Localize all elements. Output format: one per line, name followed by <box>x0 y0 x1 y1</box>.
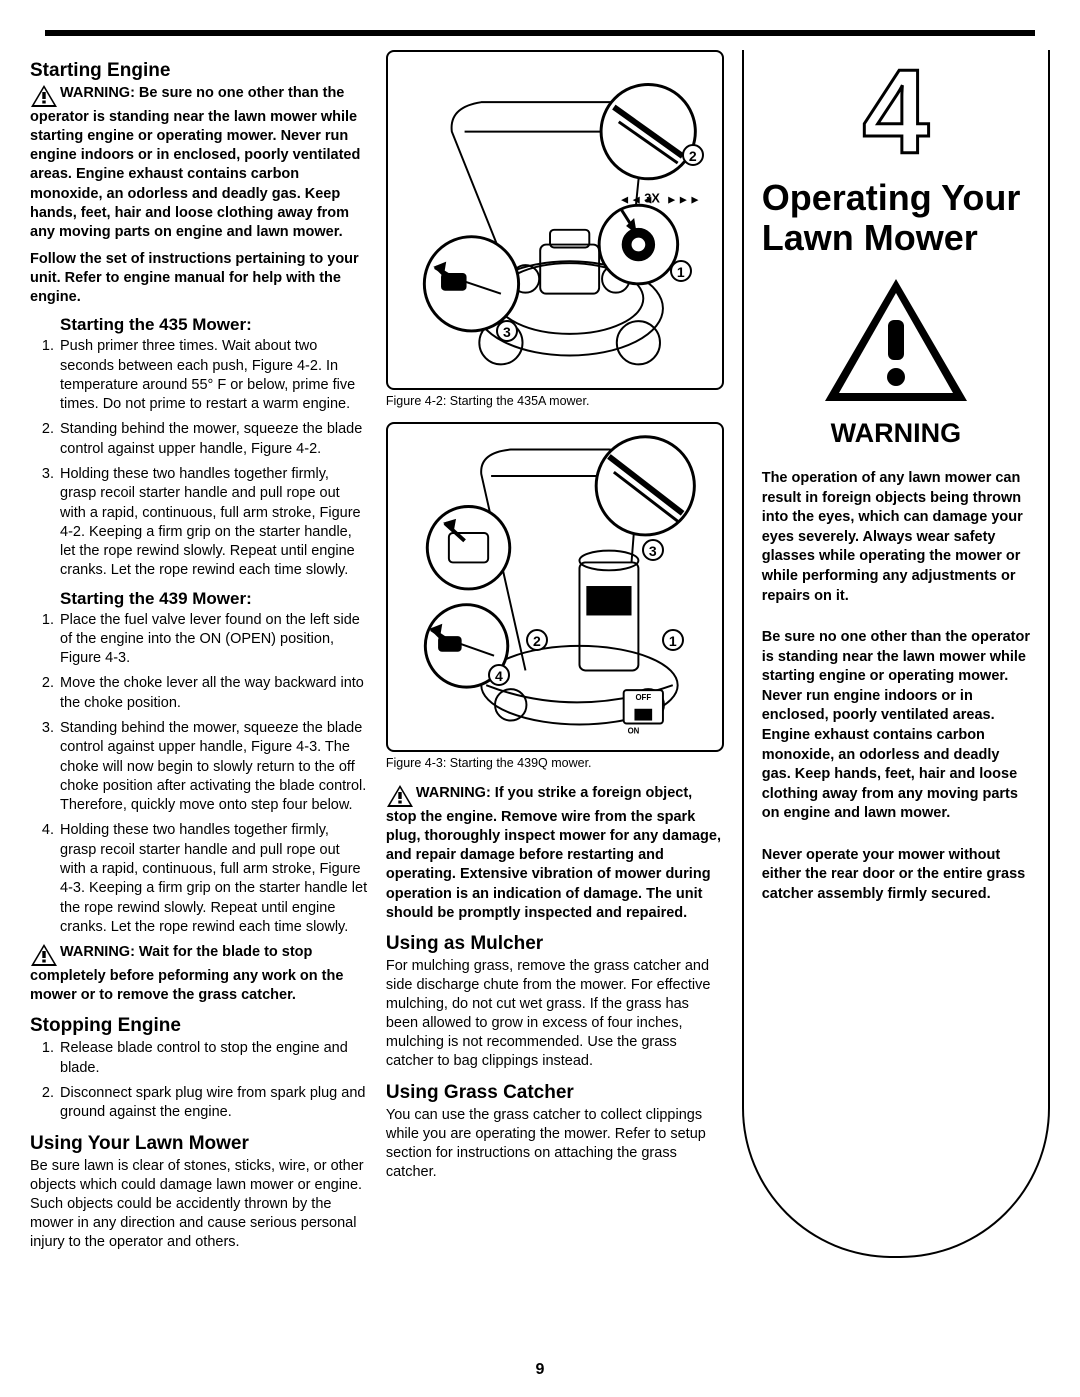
mower-439-illustration: OFF ON <box>388 424 722 750</box>
page-number: 9 <box>0 1361 1080 1379</box>
heading-439: Starting the 439 Mower: <box>30 589 368 609</box>
step-stop-2: Disconnect spark plug wire from spark pl… <box>58 1084 368 1123</box>
warning-block-1: WARNING: Be sure no one other than the o… <box>30 84 368 242</box>
step-435-2: Standing behind the mower, squeeze the b… <box>58 420 368 459</box>
figure-4-2: ◄◄◄ ►►► 3X 2 1 3 <box>386 50 724 390</box>
instruction-note: Follow the set of instructions pertainin… <box>30 250 368 307</box>
step-435-1: Push primer three times. Wait about two … <box>58 337 368 414</box>
mulcher-text: For mulching grass, remove the grass cat… <box>386 957 724 1072</box>
warning-1-text: WARNING: Be sure no one other than the o… <box>30 85 360 240</box>
switch-on-label: ON <box>627 726 639 735</box>
warning-triangle-icon <box>386 784 414 808</box>
large-warning-triangle-icon <box>762 275 1030 410</box>
chapter-number: 4 <box>762 52 1030 172</box>
heading-435: Starting the 435 Mower: <box>30 315 368 335</box>
figure-4-3: OFF ON 3 1 2 4 <box>386 422 724 752</box>
column-left: Starting Engine WARNING: Be sure no one … <box>30 50 368 1258</box>
figure-4-2-caption: Figure 4-2: Starting the 435A mower. <box>386 394 724 408</box>
warning-triangle-icon <box>30 943 58 967</box>
warning-block-3: WARNING: If you strike a foreign object,… <box>386 784 724 923</box>
warning-triangle-icon <box>30 84 58 108</box>
figure-4-3-caption: Figure 4-3: Starting the 439Q mower. <box>386 756 724 770</box>
primer-3x-label: 3X <box>644 190 660 205</box>
heading-using-mower: Using Your Lawn Mower <box>30 1133 368 1155</box>
callout-2: 2 <box>526 629 548 651</box>
steps-439: Place the fuel valve lever found on the … <box>30 611 368 938</box>
column-middle: ◄◄◄ ►►► 3X 2 1 3 Figure 4-2: Starting th… <box>386 50 724 1258</box>
sidebar-warning-1: The operation of any lawn mower can resu… <box>762 469 1030 606</box>
step-439-1: Place the fuel valve lever found on the … <box>58 611 368 669</box>
heading-stopping-engine: Stopping Engine <box>30 1015 368 1037</box>
chapter-title: Operating Your Lawn Mower <box>762 178 1030 257</box>
callout-2: 2 <box>682 144 704 166</box>
catcher-text: You can use the grass catcher to collect… <box>386 1106 724 1183</box>
warning-2-text: WARNING: Wait for the blade to stop comp… <box>30 944 343 1003</box>
heading-starting-engine: Starting Engine <box>30 60 368 82</box>
using-mower-text: Be sure lawn is clear of stones, sticks,… <box>30 1157 368 1253</box>
sidebar-warning-3: Never operate your mower without either … <box>762 846 1030 905</box>
column-right-sidebar: 4 Operating Your Lawn Mower WARNING The … <box>742 50 1050 1258</box>
step-435-3: Holding these two handles together firml… <box>58 465 368 581</box>
heading-grass-catcher: Using Grass Catcher <box>386 1082 724 1104</box>
warning-label: WARNING <box>762 418 1030 449</box>
callout-1: 1 <box>662 629 684 651</box>
page-columns: Starting Engine WARNING: Be sure no one … <box>30 50 1050 1258</box>
svg-text:►►►: ►►► <box>666 193 701 206</box>
heading-mulcher: Using as Mulcher <box>386 933 724 955</box>
step-439-3: Standing behind the mower, squeeze the b… <box>58 719 368 815</box>
warning-3-text: WARNING: If you strike a foreign object,… <box>386 785 721 921</box>
callout-4: 4 <box>488 664 510 686</box>
sidebar-warning-2: Be sure no one other than the operator i… <box>762 628 1030 824</box>
step-439-2: Move the choke lever all the way backwar… <box>58 674 368 713</box>
page-top-rule <box>45 30 1035 36</box>
step-439-4: Holding these two handles together firml… <box>58 821 368 937</box>
callout-3: 3 <box>642 539 664 561</box>
steps-435: Push primer three times. Wait about two … <box>30 337 368 580</box>
steps-stop: Release blade control to stop the engine… <box>30 1039 368 1122</box>
callout-3: 3 <box>496 320 518 342</box>
warning-block-2: WARNING: Wait for the blade to stop comp… <box>30 943 368 1005</box>
switch-off-label: OFF <box>635 693 651 702</box>
callout-1: 1 <box>670 260 692 282</box>
step-stop-1: Release blade control to stop the engine… <box>58 1039 368 1078</box>
mower-435-illustration: ◄◄◄ ►►► 3X <box>388 52 722 388</box>
